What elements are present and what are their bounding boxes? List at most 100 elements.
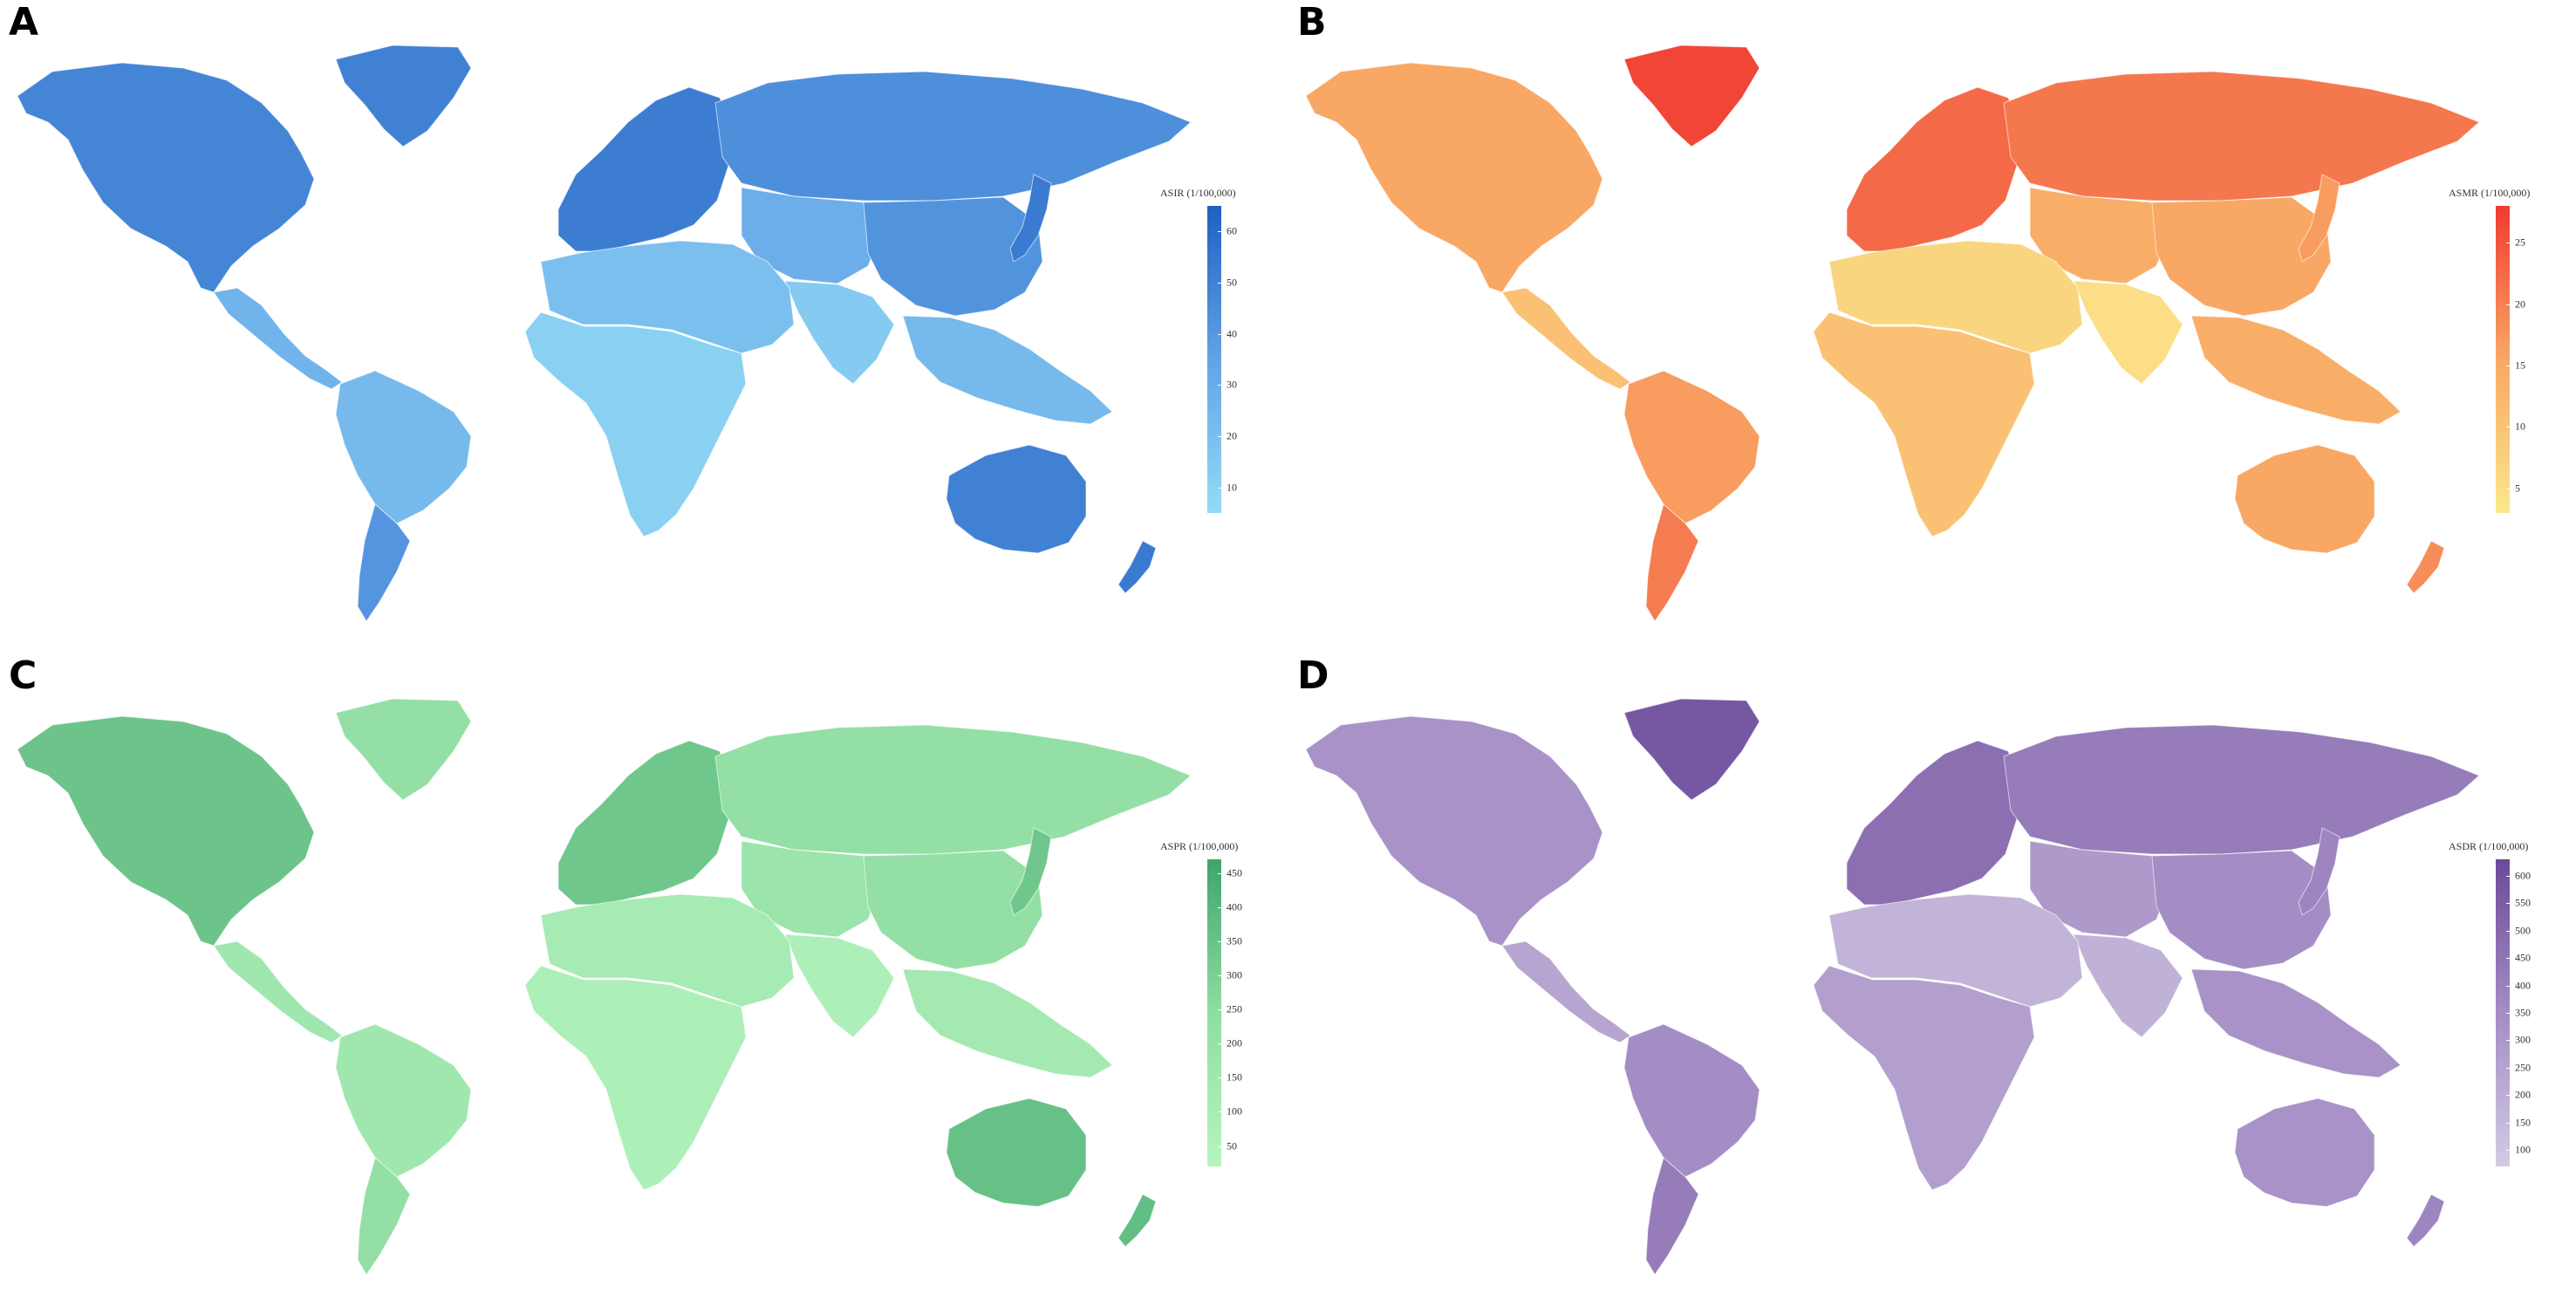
region-japan — [1009, 827, 1052, 916]
region-central-america — [213, 287, 343, 390]
legend-tick-mark — [1218, 1145, 1221, 1147]
region-africa — [1813, 311, 2035, 537]
legend-tick-mark — [1218, 283, 1221, 284]
legend-tick-mark — [1218, 940, 1221, 942]
legend-tick-mark — [1218, 231, 1221, 233]
panel-letter: B — [1297, 0, 1327, 44]
legend-tick-label: 400 — [1227, 900, 1242, 913]
region-mena — [1828, 893, 2083, 1008]
legend-colorbar — [2496, 206, 2510, 513]
region-russia — [714, 724, 1192, 855]
legend-tick-mark — [2506, 875, 2510, 877]
legend-tick-mark — [2506, 985, 2510, 987]
legend-tick-mark — [2506, 1095, 2510, 1097]
region-new-zealand — [2406, 1193, 2445, 1248]
color-legend: ASIR (1/100,000) 60 50 40 30 20 10 — [1160, 187, 1282, 518]
region-central-asia — [2029, 187, 2170, 284]
region-southern-cone — [357, 1157, 411, 1275]
region-central-america — [1501, 940, 1631, 1043]
region-se-asia — [2190, 315, 2402, 425]
world-map-asdr — [1305, 698, 2480, 1275]
legend-tick-mark — [1218, 1111, 1221, 1113]
region-japan — [2298, 827, 2340, 916]
legend-tick-mark — [1218, 1043, 1221, 1045]
region-greenland — [335, 698, 472, 801]
panel-letter: C — [9, 653, 38, 698]
legend-tick-mark — [2506, 304, 2510, 305]
region-central-asia — [741, 187, 882, 284]
legend-tick-label: 250 — [1227, 1002, 1242, 1015]
color-legend: ASPR (1/100,000) 450 400 350 300 250 200 150 10… — [1160, 840, 1282, 1172]
color-legend: ASDR (1/100,000) 600 550 500 450 400 350 300 25… — [2449, 840, 2571, 1172]
region-mena — [1828, 240, 2083, 354]
legend-tick-label: 550 — [2515, 896, 2531, 909]
region-central-asia — [741, 840, 882, 938]
region-africa — [524, 965, 747, 1191]
legend-tick-mark — [1218, 1077, 1221, 1079]
legend-tick-label: 20 — [1227, 429, 1237, 442]
region-russia — [714, 71, 1192, 202]
region-greenland — [1623, 44, 1760, 147]
panel-d: D ASDR (1/100,000) 600 550 500 450 400 350 300… — [1288, 653, 2576, 1306]
region-russia — [2003, 724, 2480, 855]
legend-tick-label: 500 — [2515, 924, 2531, 937]
legend-colorbar — [1207, 206, 1221, 513]
legend-tick-mark — [1218, 1009, 1221, 1011]
region-north-america — [1305, 715, 1603, 947]
legend-tick-label: 200 — [1227, 1036, 1242, 1050]
legend-colorbar — [2496, 859, 2510, 1166]
legend-tick-mark — [2506, 1122, 2510, 1124]
legend-tick-mark — [1218, 906, 1221, 908]
region-japan — [1009, 174, 1052, 263]
panel-letter: A — [9, 0, 39, 44]
region-south-america — [335, 370, 472, 524]
region-north-america — [17, 715, 315, 947]
region-se-asia — [902, 968, 1113, 1078]
region-mena — [540, 240, 795, 354]
legend-tick-label: 150 — [2515, 1116, 2531, 1129]
region-south-america — [335, 1023, 472, 1178]
region-china — [2151, 196, 2332, 317]
region-north-america — [1305, 62, 1603, 293]
region-australia — [2234, 444, 2375, 554]
legend-tick-mark — [1218, 385, 1221, 386]
legend-tick-mark — [2506, 1013, 2510, 1014]
panel-c: C ASPR (1/100,000) 450 400 350 300 250 200 150… — [0, 653, 1288, 1306]
region-greenland — [335, 44, 472, 147]
region-greenland — [1623, 698, 1760, 801]
legend-tick-label: 400 — [2515, 979, 2531, 992]
legend-tick-label: 600 — [2515, 869, 2531, 882]
region-central-america — [213, 940, 343, 1043]
region-china — [863, 850, 1043, 970]
legend-title: ASMR (1/100,000) — [2449, 187, 2531, 199]
region-mena — [540, 893, 795, 1008]
legend-tick-label: 100 — [1227, 1104, 1242, 1118]
region-africa — [524, 311, 747, 537]
legend-tick-mark — [1218, 974, 1221, 976]
region-south-america — [1623, 1023, 1760, 1178]
region-europe — [1846, 740, 2022, 906]
legend-tick-label: 250 — [2515, 1061, 2531, 1074]
legend-tick-mark — [1218, 333, 1221, 335]
legend-tick-mark — [2506, 930, 2510, 932]
legend-tick-label: 350 — [2515, 1006, 2531, 1019]
region-new-zealand — [1117, 540, 1157, 594]
region-russia — [2003, 71, 2480, 202]
legend-tick-label: 25 — [2515, 236, 2525, 249]
world-map-asir — [17, 44, 1192, 622]
region-new-zealand — [2406, 540, 2445, 594]
legend-tick-label: 300 — [1227, 968, 1242, 981]
region-japan — [2298, 174, 2340, 263]
legend-tick-label: 50 — [1227, 276, 1237, 289]
panel-a: A ASIR (1/100,000) 60 50 40 30 20 10 — [0, 0, 1288, 653]
region-new-zealand — [1117, 1193, 1157, 1248]
region-north-america — [17, 62, 315, 293]
legend-tick-label: 200 — [2515, 1088, 2531, 1101]
region-se-asia — [2190, 968, 2402, 1078]
region-china — [2151, 850, 2332, 970]
legend-tick-label: 20 — [2515, 297, 2525, 311]
legend-tick-label: 40 — [1227, 327, 1237, 340]
legend-tick-label: 10 — [2515, 420, 2525, 433]
legend-tick-mark — [2506, 903, 2510, 905]
legend-tick-label: 350 — [1227, 934, 1242, 947]
